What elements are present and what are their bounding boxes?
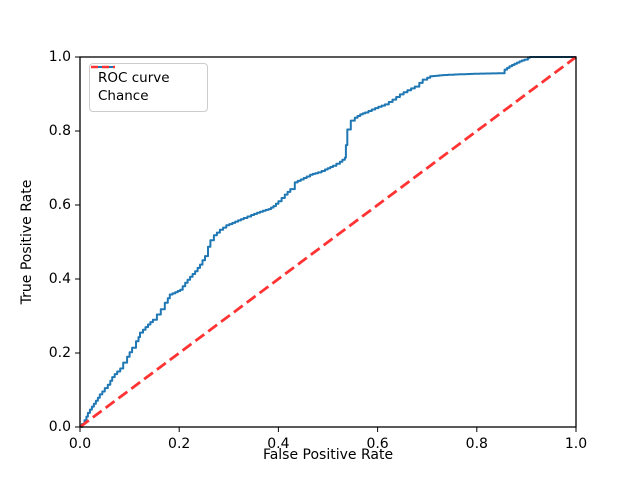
x-tick-label: 0.0 <box>68 436 92 452</box>
x-tick-label: 0.4 <box>267 436 290 452</box>
x-tick-label: 0.8 <box>465 436 488 452</box>
axes-frame <box>79 56 577 428</box>
y-tick-label: 1.0 <box>48 49 71 65</box>
y-tick-label: 0.2 <box>48 345 71 361</box>
x-axis-label: False Positive Rate <box>262 447 394 463</box>
x-tick-label: 0.2 <box>168 436 191 452</box>
roc-curve-line <box>80 56 576 428</box>
chance-line-sample-icon <box>91 65 115 69</box>
x-tick-label: 0.6 <box>366 436 389 452</box>
legend-label-chance: Chance <box>98 88 149 105</box>
y-tick-label: 0.0 <box>48 419 71 435</box>
legend: ROC curve Chance <box>89 63 208 112</box>
chance-line <box>79 55 577 429</box>
legend-item-chance: Chance <box>91 65 199 106</box>
legend-label-roc-curve: ROC curve <box>98 69 170 86</box>
x-tick-label: 1.0 <box>564 436 588 452</box>
y-tick-label: 0.6 <box>48 197 71 213</box>
legend-item-roc-curve: ROC curve <box>91 66 199 87</box>
y-tick-label: 0.4 <box>48 271 71 287</box>
y-tick-label: 0.8 <box>48 123 71 139</box>
